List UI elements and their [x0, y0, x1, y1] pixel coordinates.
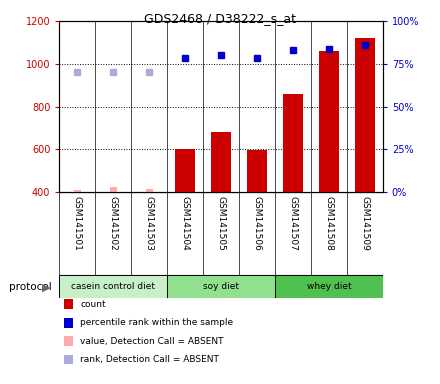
Text: GSM141505: GSM141505	[216, 196, 226, 251]
Text: GSM141501: GSM141501	[73, 196, 82, 251]
Bar	[319, 51, 339, 192]
Bar	[59, 275, 167, 298]
Text: percentile rank within the sample: percentile rank within the sample	[80, 318, 233, 327]
Text: soy diet: soy diet	[203, 281, 239, 291]
Text: whey diet: whey diet	[307, 281, 351, 291]
Text: count: count	[80, 300, 106, 309]
Text: rank, Detection Call = ABSENT: rank, Detection Call = ABSENT	[80, 355, 219, 364]
Bar	[175, 149, 195, 192]
Text: GSM141509: GSM141509	[360, 196, 369, 251]
Text: GSM141506: GSM141506	[253, 196, 261, 251]
Bar	[146, 189, 153, 192]
Text: GSM141504: GSM141504	[181, 196, 190, 251]
Bar	[110, 187, 117, 192]
Bar	[74, 190, 81, 192]
Text: ▶: ▶	[42, 282, 51, 292]
Bar	[247, 151, 267, 192]
Text: casein control diet: casein control diet	[71, 281, 155, 291]
Bar	[211, 132, 231, 192]
Bar	[275, 275, 383, 298]
Bar	[283, 94, 303, 192]
Text: protocol: protocol	[9, 282, 51, 292]
Bar	[355, 38, 375, 192]
Text: GSM141508: GSM141508	[324, 196, 334, 251]
Text: GDS2468 / D38222_s_at: GDS2468 / D38222_s_at	[144, 12, 296, 25]
Text: GSM141503: GSM141503	[145, 196, 154, 251]
Text: GSM141507: GSM141507	[289, 196, 297, 251]
Bar	[167, 275, 275, 298]
Text: value, Detection Call = ABSENT: value, Detection Call = ABSENT	[80, 337, 224, 346]
Text: GSM141502: GSM141502	[109, 196, 118, 251]
